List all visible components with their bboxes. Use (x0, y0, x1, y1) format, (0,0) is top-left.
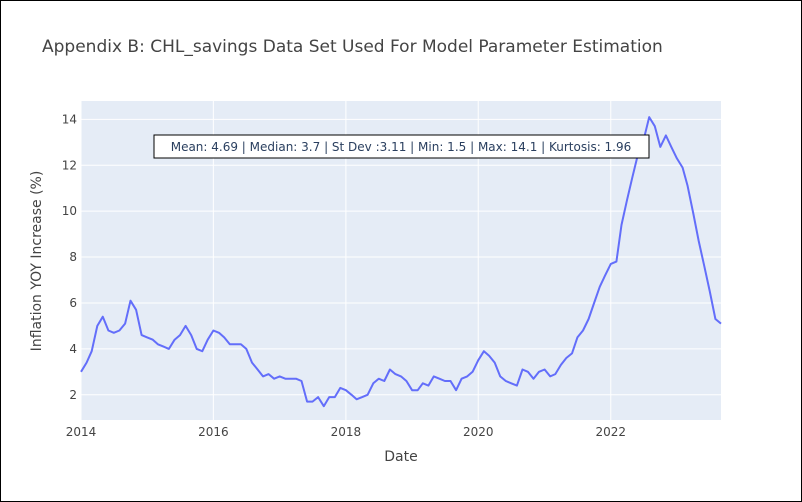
stats-annotation: Mean: 4.69 | Median: 3.7 | St Dev :3.11 … (153, 134, 650, 159)
chart-title: Appendix B: CHL_savings Data Set Used Fo… (42, 37, 663, 57)
series-line (80, 116, 722, 408)
x-tick-label: 2018 (331, 425, 362, 439)
x-axis-title: Date (384, 449, 417, 465)
x-tick-label: 2022 (595, 425, 626, 439)
y-tick-label: 12 (62, 158, 77, 172)
y-tick-label: 14 (62, 112, 77, 126)
y-tick-label: 4 (69, 342, 77, 356)
y-axis-title: Inflation YOY Increase (%) (29, 171, 45, 352)
tick-labels: 2 4 6 8 10 12 14 2014 2016 2018 2020 2022 (62, 112, 626, 439)
y-tick-label: 2 (69, 388, 77, 402)
y-tick-label: 6 (69, 296, 77, 310)
x-tick-label: 2014 (66, 425, 97, 439)
y-tick-label: 10 (62, 204, 77, 218)
x-tick-label: 2016 (198, 425, 229, 439)
stats-annotation-box (153, 134, 650, 159)
stats-annotation-text: Mean: 4.69 | Median: 3.7 | St Dev :3.11 … (171, 140, 632, 154)
series-layer (80, 116, 722, 408)
x-tick-label: 2020 (463, 425, 494, 439)
y-tick-label: 8 (69, 250, 77, 264)
